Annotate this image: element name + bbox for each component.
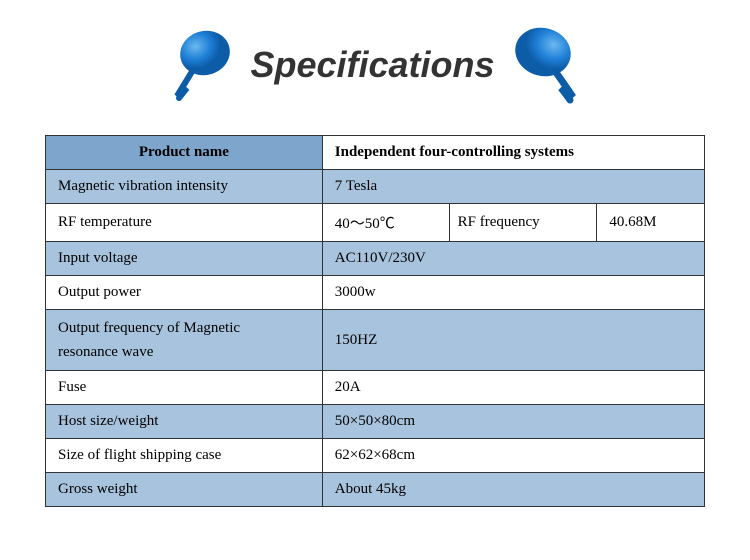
table-row: Input voltage AC110V/230V — [46, 242, 705, 276]
row-value: 3000w — [322, 276, 704, 310]
table-row: Fuse 20A — [46, 371, 705, 405]
balloon-right-icon — [510, 25, 585, 105]
row-label: Host size/weight — [46, 405, 323, 439]
row-label: Output power — [46, 276, 323, 310]
spec-table-container: Product name Independent four-controllin… — [0, 135, 750, 507]
table-row: Size of flight shipping case 62×62×68cm — [46, 439, 705, 473]
row-label: Gross weight — [46, 473, 323, 507]
row-sublabel: RF frequency — [449, 204, 597, 242]
row-value: 40～50℃ — [322, 204, 449, 242]
table-row: Output power 3000w — [46, 276, 705, 310]
row-label: RF temperature — [46, 204, 323, 242]
row-label: Fuse — [46, 371, 323, 405]
row-value: About 45kg — [322, 473, 704, 507]
table-row: RF temperature 40～50℃ RF frequency 40.68… — [46, 204, 705, 242]
row-value: 150HZ — [322, 310, 704, 371]
table-row: Output frequency of Magnetic resonance w… — [46, 310, 705, 371]
spec-table: Product name Independent four-controllin… — [45, 135, 705, 507]
header: Specifications — [0, 0, 750, 135]
table-header-row: Product name Independent four-controllin… — [46, 136, 705, 170]
page-title: Specifications — [250, 44, 494, 86]
row-value: 50×50×80cm — [322, 405, 704, 439]
row-value: 20A — [322, 371, 704, 405]
row-value: 7 Tesla — [322, 170, 704, 204]
header-value: Independent four-controlling systems — [322, 136, 704, 170]
row-label: Size of flight shipping case — [46, 439, 323, 473]
row-value: 62×62×68cm — [322, 439, 704, 473]
row-value: AC110V/230V — [322, 242, 704, 276]
table-row: Magnetic vibration intensity 7 Tesla — [46, 170, 705, 204]
row-label: Output frequency of Magnetic resonance w… — [46, 310, 323, 371]
row-label: Input voltage — [46, 242, 323, 276]
header-label: Product name — [46, 136, 323, 170]
table-row: Gross weight About 45kg — [46, 473, 705, 507]
row-value2: 40.68M — [597, 204, 705, 242]
row-label: Magnetic vibration intensity — [46, 170, 323, 204]
balloon-left-icon — [165, 28, 235, 103]
table-row: Host size/weight 50×50×80cm — [46, 405, 705, 439]
